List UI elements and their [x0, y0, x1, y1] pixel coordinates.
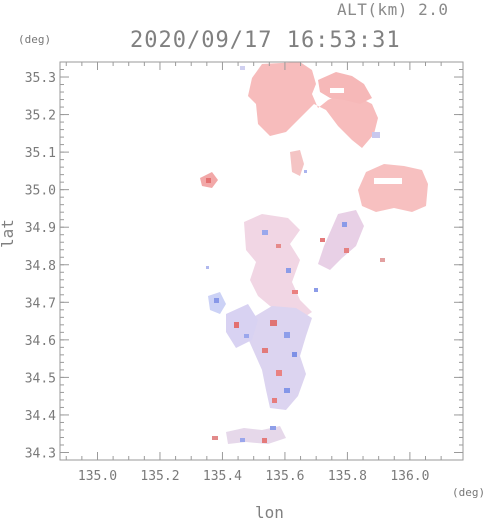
y-axis-ticks: 34.3 34.4 34.5 34.6 34.7 34.8 34.9 35.0 35.1 35.2… — [25, 69, 463, 461]
echo-cell-tail — [226, 426, 286, 444]
lat-unit-label: (deg) — [18, 33, 52, 46]
x-tick-label: 135.6 — [265, 469, 304, 484]
plot-frame — [59, 61, 464, 461]
echo-cell-ne-large — [248, 62, 378, 148]
x-axis-ticks: 135.0 135.2 135.4 135.6 135.8 136.0 — [65, 62, 442, 484]
y-tick-label: 35.2 — [25, 109, 56, 124]
echo-cell-south — [246, 306, 312, 410]
x-tick-label: 135.2 — [140, 469, 179, 484]
y-tick-label: 35.3 — [25, 71, 56, 86]
echo-speckles — [206, 66, 402, 443]
y-tick-label: 34.4 — [25, 409, 56, 424]
echo-cell-central-n — [244, 214, 312, 320]
x-tick-label: 135.0 — [78, 469, 117, 484]
timestamp-title: 2020/09/17 16:53:31 — [130, 28, 401, 53]
echo-cell-ne-2 — [318, 72, 372, 104]
plot-border — [59, 61, 464, 461]
echo-cell-e — [358, 164, 428, 212]
x-axis-label: lon — [255, 503, 284, 522]
y-tick-label: 34.8 — [25, 259, 56, 274]
y-tick-label: 35.0 — [25, 184, 56, 199]
y-tick-label: 34.3 — [25, 446, 56, 461]
x-tick-label: 135.8 — [328, 469, 367, 484]
x-tick-label: 135.4 — [203, 469, 242, 484]
echo-cell-mid — [290, 150, 304, 176]
y-tick-label: 34.5 — [25, 371, 56, 386]
echo-cell-ne-chain — [318, 210, 364, 270]
y-tick-label: 34.9 — [25, 221, 56, 236]
lon-unit-label: (deg) — [452, 486, 486, 499]
altitude-label: ALT(km) 2.0 — [337, 0, 449, 19]
y-tick-label: 34.7 — [25, 296, 56, 311]
echo-cell-west-2 — [226, 304, 258, 348]
y-tick-label: 34.6 — [25, 334, 56, 349]
x-tick-label: 136.0 — [390, 469, 429, 484]
y-tick-label: 35.1 — [25, 146, 56, 161]
echo-field — [200, 62, 428, 444]
